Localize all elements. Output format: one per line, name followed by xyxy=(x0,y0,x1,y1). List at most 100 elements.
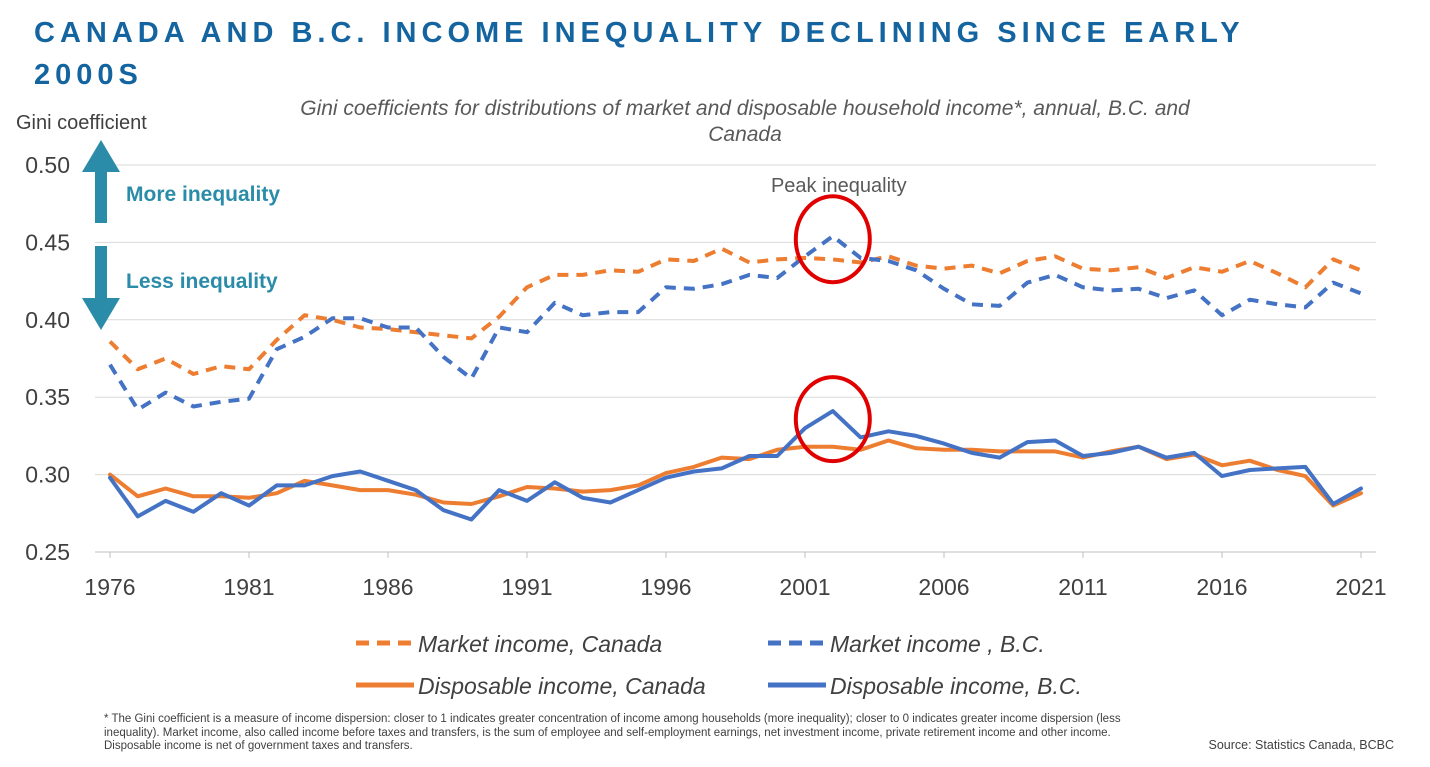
point-s1-2015 xyxy=(1192,288,1196,292)
point-s3-2018 xyxy=(1276,466,1280,470)
point-s3-1991 xyxy=(525,499,529,503)
point-s0-1998 xyxy=(720,247,724,251)
point-s0-2002 xyxy=(831,257,835,261)
peak-circle-market xyxy=(793,194,872,285)
point-s2-1996 xyxy=(664,471,668,475)
point-s1-1985 xyxy=(358,316,362,320)
footnote: * The Gini coefficient is a measure of i… xyxy=(104,713,1121,752)
chart-title: CANADA AND B.C. INCOME INEQUALITY DECLIN… xyxy=(34,17,1245,91)
series-line-3 xyxy=(108,409,1363,522)
point-s3-1990 xyxy=(497,488,501,492)
point-s1-2004 xyxy=(886,259,890,263)
y-tick-labels: 0.50 0.45 0.40 0.35 0.30 0.25 xyxy=(25,152,70,565)
point-s0-1987 xyxy=(414,330,418,334)
point-s1-1982 xyxy=(275,347,279,351)
point-s3-1987 xyxy=(414,488,418,492)
point-s0-2007 xyxy=(970,264,974,268)
source-note: Source: Statistics Canada, BCBC xyxy=(1208,738,1395,752)
point-s2-1986 xyxy=(386,488,390,492)
point-s3-2015 xyxy=(1192,451,1196,455)
point-s2-1993 xyxy=(581,490,585,494)
x-tick-2021: 2021 xyxy=(1335,574,1386,600)
point-s0-1989 xyxy=(469,336,473,340)
point-s3-1979 xyxy=(191,510,195,514)
point-s0-1993 xyxy=(581,273,585,277)
point-s0-2006 xyxy=(942,267,946,271)
point-s2-2017 xyxy=(1248,459,1252,463)
point-s0-1979 xyxy=(191,372,195,376)
point-s2-1991 xyxy=(525,485,529,489)
point-s1-1996 xyxy=(664,285,668,289)
point-s3-1983 xyxy=(303,483,307,487)
more-inequality-label: More inequality xyxy=(126,183,280,206)
point-s1-2002 xyxy=(831,234,835,238)
point-s0-1999 xyxy=(747,261,751,265)
series-line-0 xyxy=(108,246,1362,376)
point-s3-1998 xyxy=(720,466,724,470)
point-s2-1998 xyxy=(720,456,724,460)
x-tick-1986: 1986 xyxy=(362,574,413,600)
point-s2-2008 xyxy=(998,449,1002,453)
legend: Market income, Canada Market income , B.C… xyxy=(356,631,1082,699)
legend-label-3: Disposable income, B.C. xyxy=(830,673,1082,699)
point-s0-2005 xyxy=(914,264,918,268)
y-tick-0.35: 0.35 xyxy=(25,384,70,410)
point-s3-2007 xyxy=(970,451,974,455)
point-s0-1978 xyxy=(164,357,168,361)
point-s1-1988 xyxy=(442,355,446,359)
less-inequality-label: Less inequality xyxy=(126,270,278,293)
point-s3-1980 xyxy=(219,491,223,495)
point-s0-1980 xyxy=(219,364,223,368)
y-tick-0.25: 0.25 xyxy=(25,539,70,565)
point-s1-1986 xyxy=(386,326,390,330)
point-s0-2014 xyxy=(1164,276,1168,280)
point-s3-2017 xyxy=(1248,468,1252,472)
point-s3-1994 xyxy=(608,500,612,504)
point-s1-2009 xyxy=(1025,281,1029,285)
point-s1-2003 xyxy=(859,256,863,260)
point-s3-1982 xyxy=(275,483,279,487)
point-s1-1981 xyxy=(247,397,251,401)
point-s1-1994 xyxy=(608,310,612,314)
point-s0-2020 xyxy=(1331,257,1335,261)
point-s2-1992 xyxy=(553,487,557,491)
point-s1-1979 xyxy=(191,404,195,408)
point-s1-2005 xyxy=(914,268,918,272)
point-s1-1999 xyxy=(747,273,751,277)
point-s1-2021 xyxy=(1359,291,1363,295)
point-s1-2014 xyxy=(1164,296,1168,300)
point-s2-1990 xyxy=(497,494,501,498)
point-s3-2016 xyxy=(1220,474,1224,478)
point-s3-1986 xyxy=(386,479,390,483)
chart-subtitle: Gini coefficients for distributions of m… xyxy=(300,97,1190,146)
point-s1-2006 xyxy=(942,287,946,291)
point-s3-1997 xyxy=(692,470,696,474)
point-s2-2006 xyxy=(942,448,946,452)
y-tick-0.50: 0.50 xyxy=(25,152,70,178)
point-s2-2005 xyxy=(914,446,918,450)
point-s1-1990 xyxy=(497,326,501,330)
y-tick-0.40: 0.40 xyxy=(25,307,70,333)
point-s0-1983 xyxy=(303,313,307,317)
point-s0-1990 xyxy=(497,315,501,319)
legend-label-0: Market income, Canada xyxy=(418,631,662,657)
point-s2-1997 xyxy=(692,465,696,469)
point-s0-1985 xyxy=(358,326,362,330)
point-s2-2016 xyxy=(1220,463,1224,467)
point-s1-1998 xyxy=(720,282,724,286)
point-s3-1999 xyxy=(747,454,751,458)
point-s2-1988 xyxy=(442,500,446,504)
point-s0-1996 xyxy=(664,257,668,261)
point-s2-1981 xyxy=(247,496,251,500)
point-s1-2012 xyxy=(1109,288,1113,292)
series-line-1 xyxy=(108,234,1362,412)
point-s1-2001 xyxy=(803,254,807,258)
x-tick-2016: 2016 xyxy=(1196,574,1247,600)
point-s3-2021 xyxy=(1359,487,1363,491)
point-s2-1995 xyxy=(636,483,640,487)
point-s3-2013 xyxy=(1137,445,1141,449)
point-s1-1984 xyxy=(330,316,334,320)
point-s1-2011 xyxy=(1081,285,1085,289)
point-s0-1994 xyxy=(608,268,612,272)
point-s3-2019 xyxy=(1303,465,1307,469)
